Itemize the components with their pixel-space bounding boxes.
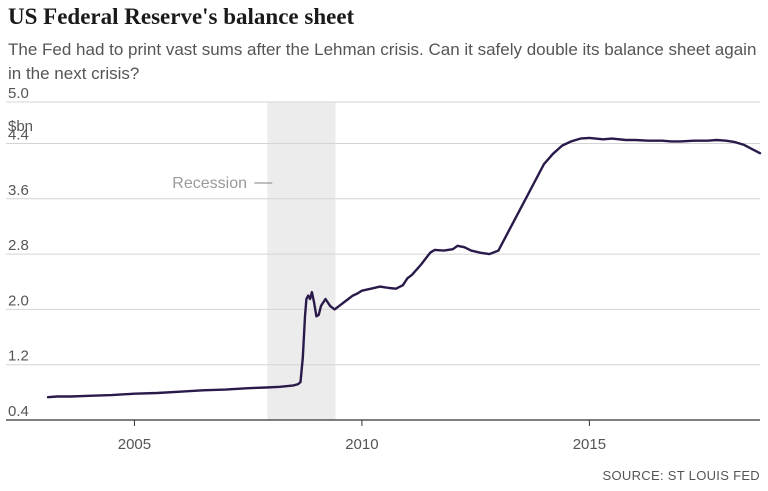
y-tick-label: 2.8 — [8, 237, 29, 254]
x-tick-label: 2005 — [118, 436, 151, 453]
recession-annotation-label: Recession — [172, 175, 247, 192]
x-tick-label: 2015 — [573, 436, 606, 453]
y-tick-label: 5.0 — [8, 85, 29, 102]
source-note: SOURCE: ST LOUIS FED — [603, 468, 760, 483]
y-axis-unit-label: $bn — [8, 118, 33, 135]
y-tick-label: 3.6 — [8, 182, 29, 199]
gridline-layer — [6, 101, 760, 421]
y-tick-label: 2.0 — [8, 292, 29, 309]
y-tick-label: 4.4 — [8, 126, 29, 143]
chart-subtitle: The Fed had to print vast sums after the… — [8, 40, 757, 83]
y-tick-label: 1.2 — [8, 348, 29, 365]
y-tick-label: 0.4 — [8, 403, 29, 420]
x-tick-label: 2010 — [345, 436, 378, 453]
axis-layer: 0.4 1.2 2.0 2.8 3.6 4.4 5.0 2005 2010 2015 — [8, 85, 606, 453]
series-layer — [46, 136, 762, 399]
chart-title: US Federal Reserve's balance sheet — [8, 4, 355, 29]
balance-sheet-line — [46, 136, 762, 399]
annotation-layer: Recession — [172, 175, 273, 192]
